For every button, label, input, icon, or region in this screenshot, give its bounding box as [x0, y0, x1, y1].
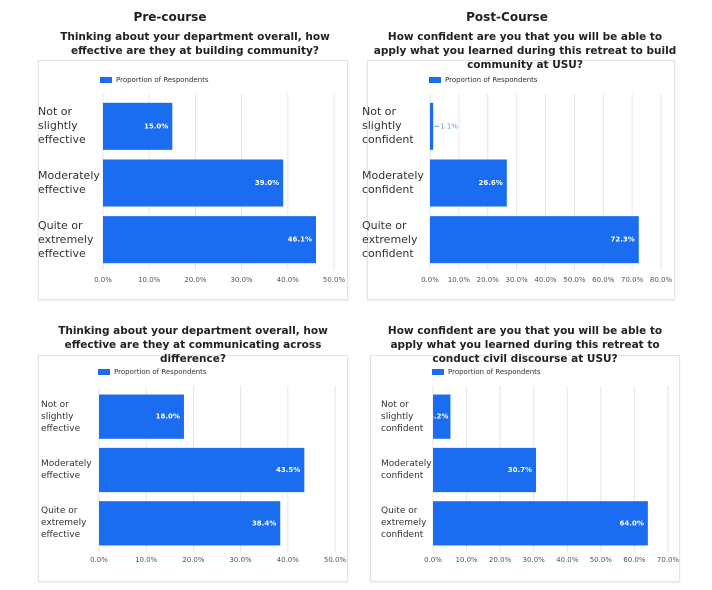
value-label: 5.2% — [429, 413, 448, 421]
bar — [99, 447, 305, 493]
bar — [430, 102, 434, 150]
bar — [433, 394, 451, 439]
x-tick-label: 50.0% — [563, 276, 586, 284]
category-label: Not or slightly effective — [38, 105, 86, 147]
x-tick-label: 30.0% — [229, 556, 252, 564]
x-tick-label: 40.0% — [277, 556, 300, 564]
x-tick-label: 20.0% — [489, 556, 512, 564]
x-tick-label: 40.0% — [556, 556, 579, 564]
bar — [103, 102, 173, 150]
bar — [99, 394, 184, 439]
legend-swatch — [100, 77, 112, 83]
x-tick-label: 70.0% — [621, 276, 644, 284]
x-tick-label: 70.0% — [657, 556, 680, 564]
x-tick-label: 60.0% — [592, 276, 615, 284]
bar — [99, 501, 281, 546]
value-label: 18.0% — [156, 413, 180, 421]
category-label: Quite or extremely effective — [41, 506, 87, 541]
bar — [430, 159, 507, 207]
x-tick-label: 10.0% — [448, 276, 471, 284]
value-label: 15.0% — [144, 122, 168, 130]
x-tick-label: 40.0% — [277, 276, 300, 284]
x-tick-label: 50.0% — [590, 556, 613, 564]
legend-swatch — [429, 77, 441, 83]
chart-title: Thinking about your department overall, … — [58, 325, 328, 365]
category-label: Moderately effective — [41, 458, 92, 481]
column-header: Pre-course — [133, 10, 207, 24]
legend-swatch — [432, 369, 444, 375]
bar — [433, 501, 648, 546]
category-label: Quite or extremely confident — [362, 218, 418, 260]
chart-title: How confident are you that you will be a… — [387, 325, 663, 365]
x-tick-label: 50.0% — [324, 556, 347, 564]
category-label: Moderately confident — [362, 168, 424, 196]
category-label: Moderately effective — [38, 168, 100, 196]
chart-title: How confident are you that you will be a… — [373, 31, 677, 71]
x-tick-label: 60.0% — [623, 556, 646, 564]
x-tick-label: 80.0% — [650, 276, 673, 284]
category-label: Moderately confident — [381, 458, 432, 481]
x-tick-label: 20.0% — [182, 556, 205, 564]
category-label: Quite or extremely confident — [381, 506, 427, 541]
x-tick-label: 0.0% — [90, 556, 108, 564]
x-tick-label: 0.0% — [421, 276, 439, 284]
value-label: 64.0% — [620, 519, 644, 527]
value-label: 72.3% — [610, 236, 634, 244]
value-label: 26.6% — [479, 179, 503, 187]
x-tick-label: 0.0% — [94, 276, 112, 284]
value-label: 30.7% — [508, 466, 532, 474]
legend-label: Proportion of Respondents — [448, 368, 541, 376]
bar — [103, 216, 316, 264]
x-tick-label: 30.0% — [230, 276, 253, 284]
x-tick-label: 40.0% — [534, 276, 557, 284]
bar — [433, 447, 537, 493]
x-tick-label: 20.0% — [184, 276, 207, 284]
legend-label: Proportion of Respondents — [114, 368, 207, 376]
value-label: 1.1% — [440, 122, 458, 130]
x-tick-label: 50.0% — [323, 276, 346, 284]
value-label: 38.4% — [252, 519, 276, 527]
bar — [103, 159, 284, 207]
category-label: Not or slightly effective — [41, 399, 81, 434]
x-tick-label: 10.0% — [138, 276, 161, 284]
x-tick-label: 10.0% — [455, 556, 478, 564]
legend-label: Proportion of Respondents — [445, 76, 538, 84]
value-label: 43.5% — [276, 466, 300, 474]
legend-swatch — [98, 369, 110, 375]
category-label: Not or slightly confident — [381, 399, 424, 434]
value-label: 46.1% — [288, 236, 312, 244]
column-header: Post-Course — [466, 10, 548, 24]
legend-label: Proportion of Respondents — [116, 76, 209, 84]
category-label: Not or slightly confident — [362, 105, 414, 147]
category-label: Quite or extremely effective — [38, 218, 94, 260]
x-tick-label: 10.0% — [135, 556, 158, 564]
chart-title: Thinking about your department overall, … — [60, 31, 330, 57]
value-label: 39.0% — [255, 179, 279, 187]
x-tick-label: 20.0% — [477, 276, 500, 284]
x-tick-label: 30.0% — [523, 556, 546, 564]
x-tick-label: 0.0% — [424, 556, 442, 564]
x-tick-label: 30.0% — [506, 276, 529, 284]
bar — [430, 216, 639, 264]
